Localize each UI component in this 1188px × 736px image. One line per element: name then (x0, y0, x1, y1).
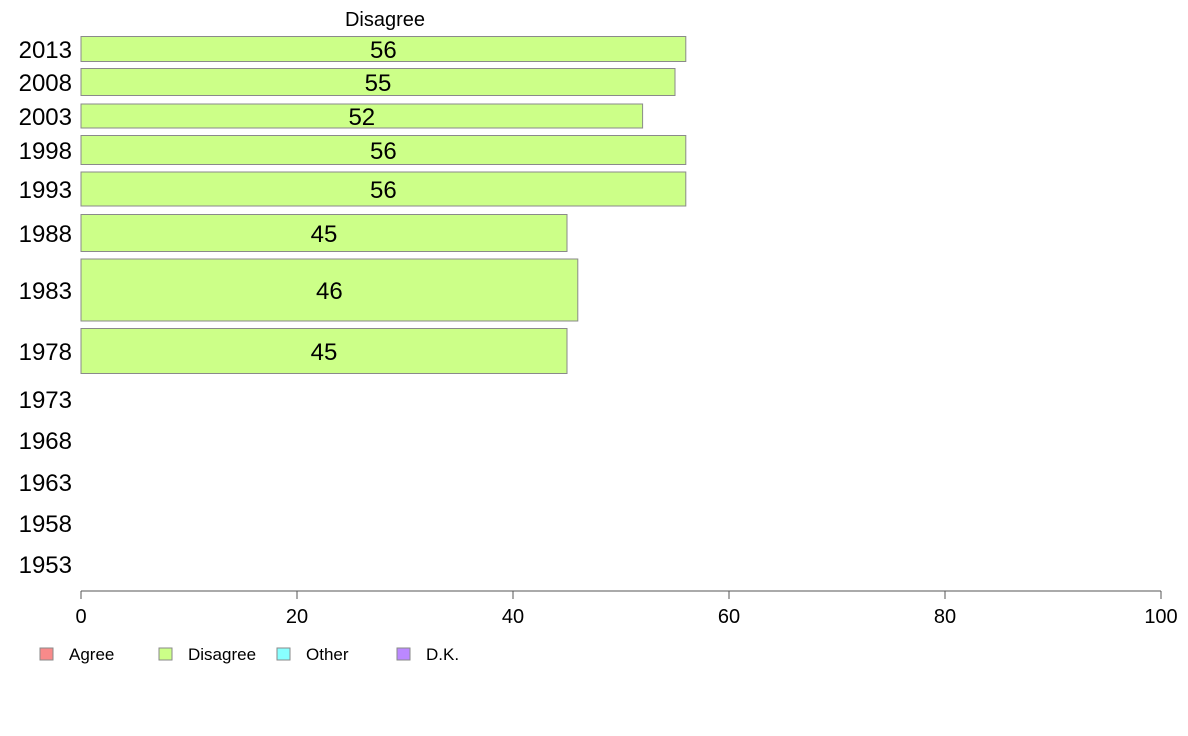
year-label: 1973 (19, 387, 72, 414)
data-label: 52 (348, 104, 375, 131)
bar-disagree-1988 (80, 214, 568, 252)
x-tick-label: 100 (1144, 606, 1177, 628)
year-label: 1978 (19, 339, 72, 366)
column-header: Disagree (345, 9, 425, 31)
data-label: 56 (370, 177, 397, 204)
bar-disagree-1993 (80, 171, 687, 207)
year-label: 1963 (19, 470, 72, 497)
year-label: 1998 (19, 138, 72, 165)
year-label: 1993 (19, 177, 72, 204)
year-label: 1953 (19, 552, 72, 579)
year-label: 2008 (19, 70, 72, 97)
year-label: 2013 (19, 37, 72, 64)
data-label: 56 (370, 37, 397, 64)
data-label: 45 (311, 339, 338, 366)
data-label: 56 (370, 138, 397, 165)
bars-group: 56 55 52 56 56 45 46 45 (80, 36, 687, 374)
legend-label: Agree (69, 645, 114, 664)
legend-swatch (39, 647, 54, 661)
legend: Agree Disagree Other D.K. (39, 645, 459, 664)
x-tick-label: 20 (286, 606, 308, 628)
bar-disagree-2008 (80, 68, 676, 96)
year-label: 1968 (19, 428, 72, 455)
legend-label: D.K. (426, 645, 459, 664)
x-tick-label: 40 (502, 606, 524, 628)
data-label: 55 (365, 70, 392, 97)
legend-swatch (276, 647, 291, 661)
year-label: 1958 (19, 511, 72, 538)
bar-disagree-2003 (80, 103, 644, 129)
x-tick-label: 60 (718, 606, 740, 628)
bar-disagree-1978 (80, 328, 568, 374)
x-tick-label: 80 (934, 606, 956, 628)
data-label: 46 (316, 278, 343, 305)
legend-swatch (158, 647, 173, 661)
legend-label: Other (306, 645, 349, 664)
year-label: 2003 (19, 104, 72, 131)
year-label: 1983 (19, 278, 72, 305)
legend-swatch (396, 647, 411, 661)
year-labels: 2013 2008 2003 1998 1993 1988 1983 1978 1973 1968… (19, 37, 72, 579)
legend-label: Disagree (188, 645, 256, 664)
x-tick-label: 0 (75, 606, 86, 628)
data-label: 45 (311, 221, 338, 248)
bar-disagree-1983 (80, 258, 579, 322)
bar-disagree-2013 (80, 36, 687, 62)
year-label: 1988 (19, 221, 72, 248)
x-axis: 0 20 40 60 80 100 (75, 590, 1178, 628)
bar-disagree-1998 (80, 135, 687, 165)
